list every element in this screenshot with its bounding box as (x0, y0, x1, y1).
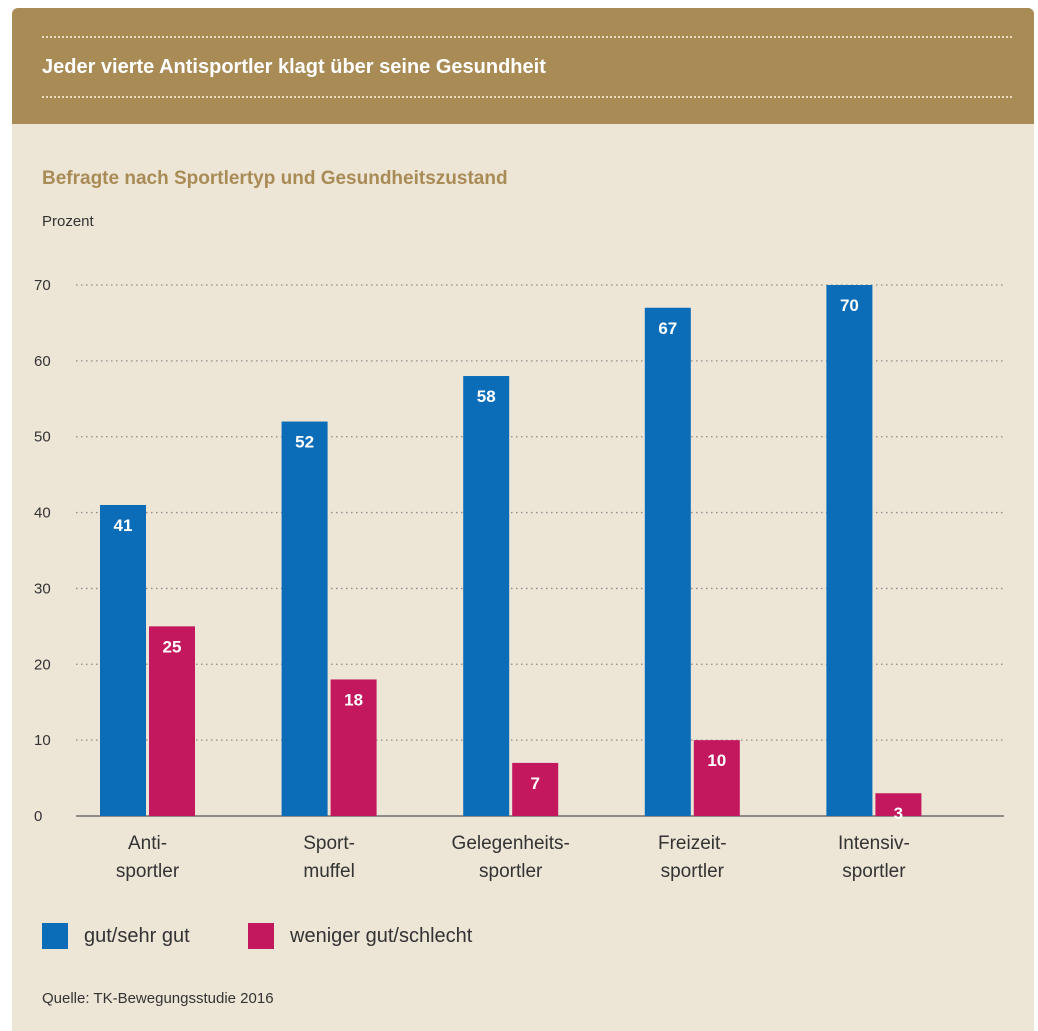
x-tick-label: sportler (479, 861, 543, 882)
data-label: 58 (477, 387, 496, 406)
data-label: 18 (344, 690, 363, 709)
bar (463, 376, 510, 816)
data-label: 25 (163, 637, 182, 656)
bar (693, 740, 740, 816)
bar (875, 793, 922, 816)
legend-item-poor: weniger gut/schlecht (248, 920, 472, 952)
y-tick-label: 30 (34, 580, 51, 597)
y-tick-label: 10 (34, 732, 51, 749)
x-tick-label: Anti- (128, 833, 167, 854)
bar-chart: 0 10 20 30 40 50 60 70 41 25 Anti-sportler 52 18 Spor… (34, 277, 1004, 882)
legend-swatch-good (42, 923, 68, 949)
x-tick-label: Gelegenheits- (452, 833, 570, 854)
y-tick-label: 20 (34, 656, 51, 673)
header-divider-top (42, 36, 1012, 38)
header-divider-bottom (42, 96, 1012, 98)
data-label: 7 (530, 774, 539, 793)
bar (330, 679, 377, 816)
data-label: 52 (295, 433, 314, 452)
data-label: 41 (114, 516, 133, 535)
legend-label-poor: weniger gut/schlecht (290, 924, 473, 947)
bar (281, 421, 328, 816)
bar (826, 285, 873, 816)
y-tick-label: 0 (34, 808, 42, 825)
data-label: 67 (658, 319, 677, 338)
bar (100, 504, 146, 816)
bar (512, 762, 559, 816)
data-label: 10 (707, 751, 726, 770)
y-tick-label: 70 (34, 277, 51, 294)
data-label: 3 (894, 804, 903, 823)
chart-headline: Jeder vierte Antisportler klagt über sei… (42, 56, 546, 78)
y-tick-label: 40 (34, 505, 51, 522)
y-axis-label: Prozent (42, 213, 94, 230)
legend-item-good: gut/sehr gut (42, 920, 190, 952)
y-tick-label: 50 (34, 429, 51, 446)
source-note: Quelle: TK-Bewegungsstudie 2016 (42, 990, 274, 1007)
legend-label-good: gut/sehr gut (84, 924, 190, 947)
legend-swatch-poor (248, 923, 274, 949)
y-tick-label: 60 (34, 353, 51, 370)
x-tick-label: sportler (842, 861, 906, 882)
x-tick-label: sportler (661, 861, 725, 882)
x-tick-label: Freizeit- (658, 833, 727, 854)
header-band: Jeder vierte Antisportler klagt über sei… (12, 8, 1034, 124)
chart-panel: Jeder vierte Antisportler klagt über sei… (12, 8, 1034, 1031)
data-label: 70 (840, 296, 859, 315)
x-tick-label: sportler (116, 861, 180, 882)
bar (644, 307, 691, 816)
bar (149, 626, 195, 816)
chart-title: Befragte nach Sportlertyp und Gesundheit… (42, 168, 508, 189)
x-tick-label: muffel (303, 861, 354, 882)
x-tick-label: Sport- (303, 833, 355, 854)
x-tick-label: Intensiv- (838, 833, 910, 854)
